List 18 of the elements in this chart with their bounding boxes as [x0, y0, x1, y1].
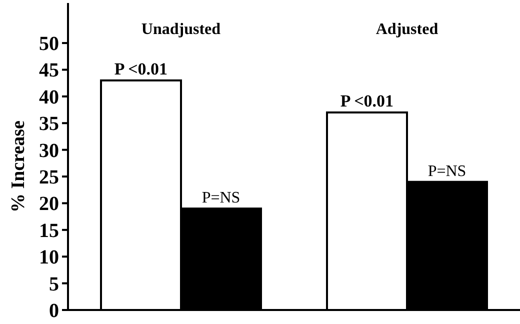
y-tick-label: 30: [39, 140, 59, 162]
y-tick-label: 0: [49, 300, 59, 322]
annotation: P=NS: [202, 190, 240, 207]
y-tick-label: 45: [39, 60, 59, 82]
y-axis-title: % Increase: [8, 120, 29, 212]
annotation: P <0.01: [114, 59, 168, 78]
annotation: P <0.01: [340, 91, 394, 110]
y-tick-label: 5: [49, 273, 59, 296]
annotation: P=NS: [428, 162, 466, 180]
y-tick-label: 35: [39, 113, 59, 136]
y-tick-label: 25: [39, 166, 59, 189]
y-tick-label: 15: [39, 220, 59, 242]
x-tick-label: Unadjusted: [141, 21, 221, 38]
y-tick-label: 10: [39, 246, 59, 269]
y-tick-label: 50: [39, 33, 59, 56]
x-tick-label: Adjusted: [376, 21, 438, 38]
y-tick-label: 20: [39, 193, 59, 216]
y-tick-label: 40: [39, 86, 59, 108]
